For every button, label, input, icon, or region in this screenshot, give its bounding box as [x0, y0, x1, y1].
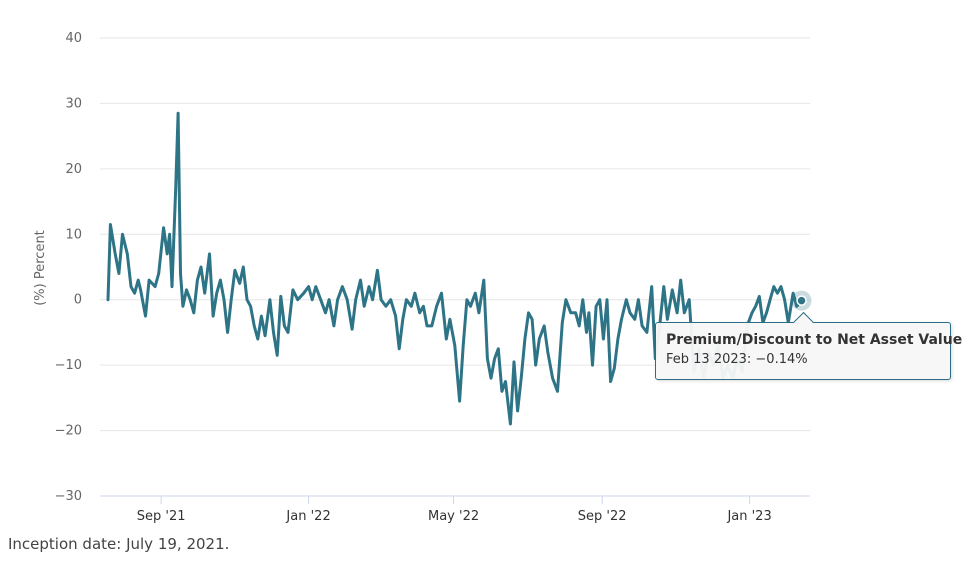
x-tick-label: Jan '23 [726, 509, 771, 524]
x-axis: Sep '21 Jan '22 May '22 Sep '22 Jan '23 [100, 495, 810, 524]
hover-marker-layer [791, 290, 812, 311]
y-tick-label: −10 [55, 358, 82, 373]
hover-point [796, 295, 807, 306]
y-axis-label: (%) Percent [33, 230, 48, 306]
x-tick-label: Sep '21 [137, 509, 186, 524]
tooltip-value: Feb 13 2023: −0.14% [666, 352, 808, 367]
x-tick-label: Sep '22 [578, 509, 627, 524]
x-tick-label: Jan '22 [285, 509, 330, 524]
y-tick-label: −30 [55, 489, 82, 504]
y-tick-label: −20 [55, 424, 82, 439]
y-tick-label: 20 [65, 162, 82, 177]
y-axis: 40 30 20 10 0 −10 −20 −30 [55, 31, 82, 504]
series-layer [106, 111, 803, 426]
y-tick-label: 40 [65, 31, 82, 46]
y-tick-label: 10 [65, 227, 82, 242]
tooltip-title: Premium/Discount to Net Asset Value [666, 332, 963, 348]
y-tick-label: 0 [74, 293, 82, 308]
inception-date-note: Inception date: July 19, 2021. [8, 535, 230, 553]
x-tick-label: May '22 [428, 509, 479, 524]
series-line [106, 111, 803, 426]
chart-tooltip: Premium/Discount to Net Asset Value Feb … [655, 311, 963, 380]
y-tick-label: 30 [65, 96, 82, 111]
